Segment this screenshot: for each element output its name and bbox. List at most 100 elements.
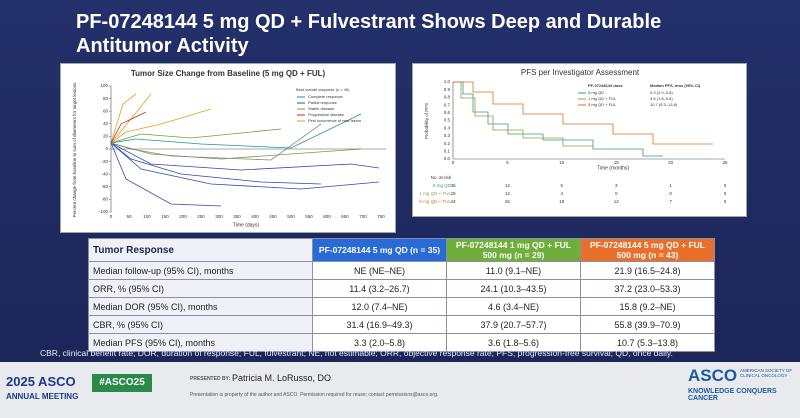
cell: 15.8 (9.2–NE)	[580, 297, 715, 316]
cell: 55.8 (39.9–70.9)	[580, 315, 715, 334]
y-tick-label: 0.3	[444, 133, 451, 138]
x-tick-label: 350	[233, 214, 241, 219]
x-tick-label: 50	[126, 214, 132, 219]
y-tick-label: 60	[103, 108, 109, 113]
tagline: KNOWLEDGE CONQUERS CANCER	[688, 388, 777, 402]
y-tick-label: 0.7	[444, 102, 451, 107]
risk-count: 0	[724, 199, 727, 204]
legend-label: 5 mg QD	[588, 90, 604, 95]
y-tick-label: 20	[103, 134, 109, 139]
legend-label: 3.3 (2.0–5.8)	[650, 90, 673, 95]
presenter: Patricia M. LoRusso, DO	[232, 373, 332, 383]
x-tick-label: 0	[110, 214, 113, 219]
row-label: Median PFS (95% CI), months	[88, 333, 313, 352]
x-tick-label: 400	[251, 214, 259, 219]
legend-label: 1 mg QD + FUL	[588, 96, 617, 101]
x-tick-label: 750	[377, 214, 385, 219]
meeting-year: 2025 ASCO	[6, 374, 76, 389]
society: AMERICAN SOCIETY OF CLINICAL ONCOLOGY	[740, 368, 793, 378]
y-tick-label: 40	[103, 121, 109, 126]
y-tick-label: -20	[101, 159, 108, 164]
meeting-name: ANNUAL MEETING	[6, 392, 79, 401]
cell: 12.0 (7.4–NE)	[312, 297, 447, 316]
risk-title: No. at risk	[431, 175, 452, 180]
column-header: Tumor Response	[88, 238, 313, 262]
x-tick-label: 150	[161, 214, 169, 219]
y-tick-label: 0.2	[444, 141, 451, 146]
cell: 37.9 (20.7–57.7)	[446, 315, 581, 334]
cell: 31.4 (16.9–49.3)	[312, 315, 447, 334]
logo: ASCO	[688, 366, 738, 385]
risk-count: 5	[561, 183, 564, 188]
x-tick-label: 700	[359, 214, 367, 219]
cell: 3.3 (2.0–5.8)	[312, 333, 447, 352]
risk-count: 43	[450, 199, 456, 204]
legend-label: Stable disease	[308, 106, 335, 111]
y-axis-label: Probability of PFS	[424, 103, 429, 139]
presented-by: PRESENTED BY:	[190, 376, 231, 382]
risk-count: 7	[669, 199, 672, 204]
x-tick-label: 20	[668, 160, 674, 165]
x-tick-label: 10	[559, 160, 565, 165]
table-row: CBR, % (95% CI) 31.4 (16.9–49.3) 37.9 (20.…	[88, 315, 715, 334]
chart-title: Tumor Size Change from Baseline (5 mg QD…	[131, 69, 326, 78]
y-tick-label: 0.5	[444, 118, 451, 123]
table-wrap: Tumor Response PF-07248144 5 mg QD (n = 3…	[88, 238, 715, 352]
table-row: Median follow-up (95% CI), months NE (NE–…	[88, 261, 715, 280]
risk-count: 26	[505, 199, 511, 204]
row-label: CBR, % (95% CI)	[88, 315, 313, 334]
legend-label: Complete response	[308, 94, 343, 99]
legend-label: 5 mg QD + FUL	[588, 102, 617, 107]
risk-count: 1	[669, 183, 672, 188]
cell: 3.6 (1.8–5.6)	[446, 333, 581, 352]
legend-label: Progressive disease	[308, 112, 345, 117]
x-tick-label: 550	[305, 214, 313, 219]
risk-count: 35	[450, 183, 456, 188]
cell: 24.1 (10.3–43.5)	[446, 279, 581, 298]
table-row: Median DOR (95% CI), months 12.0 (7.4–NE)…	[88, 297, 715, 316]
y-tick-label: 1.0	[444, 79, 451, 84]
cell: 21.9 (16.5–24.8)	[580, 261, 715, 280]
hashtag: #ASCO25	[92, 374, 152, 392]
risk-label: 1 mg QD + FUL	[419, 191, 451, 196]
legend-label: 3.6 (1.8–5.6)	[650, 96, 673, 101]
legend-header: Median PFS, mos (95% CI)	[650, 83, 701, 88]
y-tick-label: 0.4	[444, 125, 451, 130]
y-tick-label: 100	[100, 83, 108, 88]
y-tick-label: -80	[101, 197, 108, 202]
column-header: PF-07248144 5 mg QD + FUL 500 mg (n = 43…	[580, 238, 715, 262]
cell: 10.7 (5.3–13.8)	[580, 333, 715, 352]
footnote: CBR, clinical benefit rate; DOR, duratio…	[40, 348, 673, 358]
response-table: Tumor Response PF-07248144 5 mg QD (n = 3…	[88, 238, 715, 352]
row-label: Median DOR (95% CI), months	[88, 297, 313, 316]
x-axis-label: Time (days)	[233, 222, 260, 228]
risk-label: 5 mg QD + FUL	[419, 199, 451, 204]
risk-count: 0	[669, 191, 672, 196]
y-tick-label: 0.1	[444, 148, 451, 153]
x-tick-label: 0	[452, 160, 455, 165]
risk-count: 0	[724, 183, 727, 188]
table-row: ORR, % (95% CI) 11.4 (3.2–26.7) 24.1 (10.3…	[88, 279, 715, 298]
cell: 37.2 (23.0–53.3)	[580, 279, 715, 298]
risk-count: 19	[559, 199, 565, 204]
x-tick-label: 650	[341, 214, 349, 219]
risk-count: 4	[561, 191, 564, 196]
risk-label: 5 mg QD	[433, 183, 452, 188]
y-tick-label: 0.9	[444, 87, 451, 92]
chart-title: PFS per Investigator Assessment	[521, 68, 640, 77]
y-tick-label: -40	[101, 171, 108, 176]
legend-label: Partial response	[308, 100, 338, 105]
x-axis-label: Time (months)	[597, 165, 629, 171]
column-header: PF-07248144 1 mg QD + FUL 500 mg (n = 29…	[446, 238, 581, 262]
risk-count: 12	[505, 191, 511, 196]
row-label: ORR, % (95% CI)	[88, 279, 313, 298]
permission: Presentation is property of the author a…	[190, 392, 439, 398]
y-tick-label: 0.8	[444, 95, 451, 100]
x-tick-label: 500	[287, 214, 295, 219]
response-lines	[110, 93, 380, 207]
x-tick-label: 600	[323, 214, 331, 219]
right-chart-panel: PFS per Investigator Assessment Probabil…	[412, 63, 747, 217]
cell: 4.6 (3.4–NE)	[446, 297, 581, 316]
y-tick-label: 0	[105, 146, 108, 151]
